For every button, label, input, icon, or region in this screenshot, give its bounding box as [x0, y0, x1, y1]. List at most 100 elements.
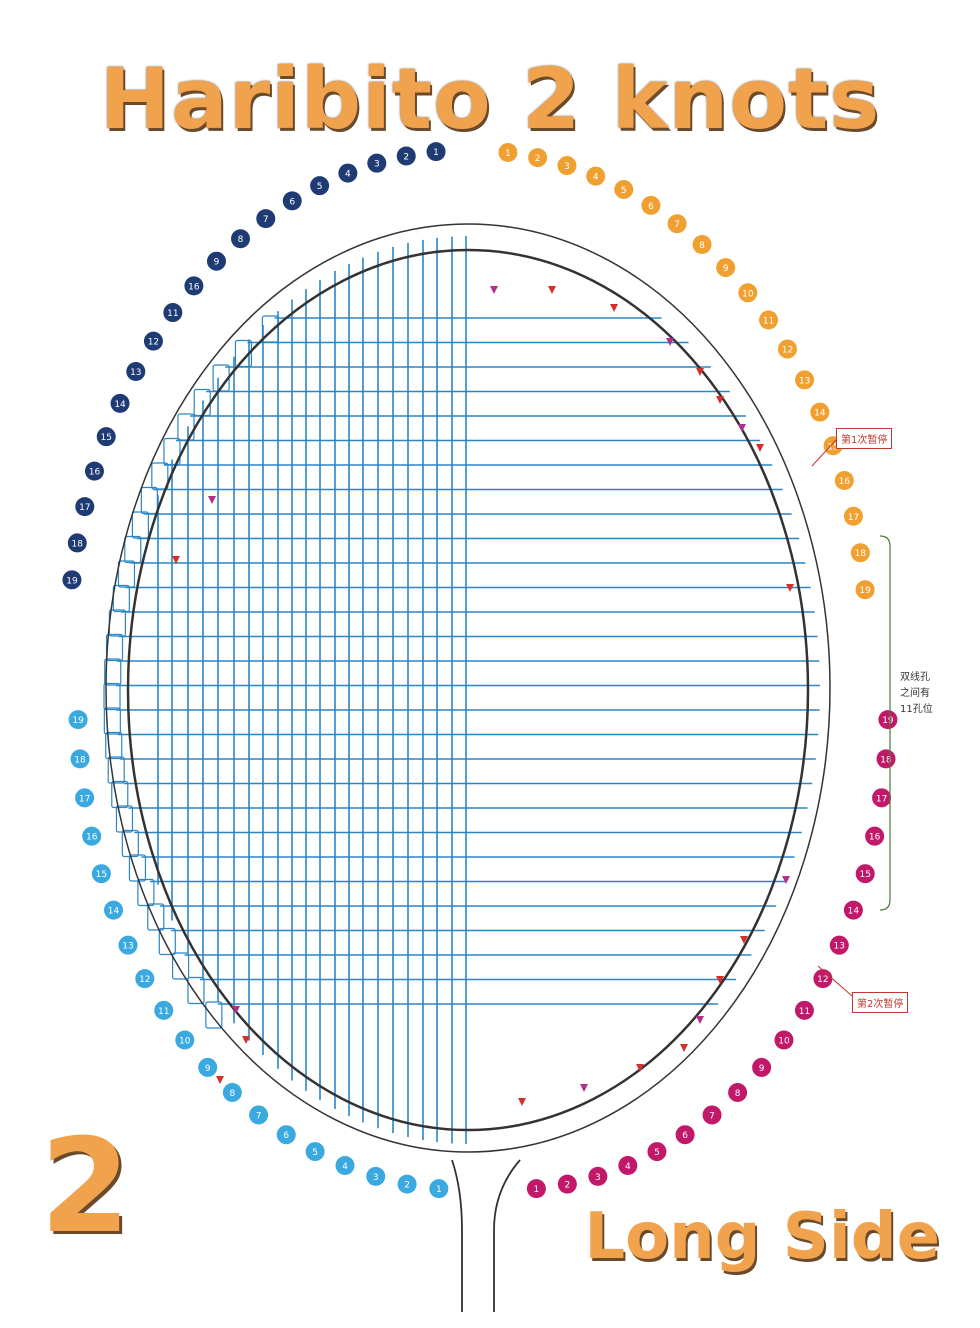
- hole-markers: 1234567891611121314151617181912345678910…: [62, 142, 898, 1199]
- sky-number: 18: [74, 755, 86, 765]
- magenta-number: 12: [817, 975, 828, 985]
- sky-number: 3: [373, 1173, 379, 1183]
- navy-marker: [256, 209, 276, 229]
- frame-loop: [151, 462, 169, 490]
- direction-arrow: [696, 1016, 704, 1024]
- orange-marker: [738, 283, 758, 303]
- magenta-number: 16: [869, 833, 881, 843]
- navy-number: 2: [403, 152, 409, 162]
- sky-marker: [104, 900, 124, 920]
- orange-marker: [855, 580, 875, 600]
- sky-marker: [175, 1030, 195, 1050]
- magenta-number: 1: [534, 1185, 540, 1195]
- orange-number: 15: [827, 442, 838, 452]
- navy-number: 9: [214, 258, 220, 268]
- frame-loop: [107, 756, 125, 784]
- magenta-marker: [855, 864, 875, 884]
- navy-number: 14: [114, 400, 126, 410]
- pause-1-pointer: [811, 439, 837, 467]
- navy-number: 1: [433, 148, 439, 158]
- navy-number: 16: [89, 468, 101, 478]
- magenta-marker: [878, 710, 898, 730]
- navy-marker: [367, 153, 387, 173]
- shaft-right: [493, 1159, 521, 1312]
- frame-loop: [187, 976, 205, 1005]
- orange-number: 2: [535, 154, 541, 164]
- magenta-number: 9: [759, 1064, 765, 1074]
- direction-arrow: [518, 1098, 526, 1106]
- shaft-left: [451, 1159, 463, 1312]
- magenta-marker: [794, 1000, 814, 1020]
- navy-marker: [230, 229, 250, 249]
- magenta-number: 5: [654, 1148, 660, 1158]
- magenta-marker: [675, 1125, 695, 1145]
- navy-number: 4: [345, 170, 351, 180]
- frame-loop: [140, 486, 158, 515]
- sky-number: 5: [312, 1148, 318, 1158]
- navy-number: 12: [148, 338, 159, 348]
- sky-number: 16: [86, 833, 98, 843]
- sky-number: 10: [179, 1036, 191, 1046]
- sky-marker: [82, 826, 102, 846]
- sky-marker: [135, 969, 155, 989]
- navy-marker: [163, 303, 183, 323]
- sky-marker: [305, 1142, 325, 1162]
- direction-arrow: [696, 368, 704, 376]
- navy-number: 18: [72, 539, 84, 549]
- magenta-number: 13: [834, 942, 845, 952]
- frame-loop: [105, 731, 123, 760]
- frame-loop: [105, 633, 124, 662]
- sky-marker: [222, 1082, 242, 1102]
- navy-number: 16: [188, 282, 200, 292]
- orange-number: 8: [699, 241, 705, 251]
- navy-number: 3: [374, 160, 380, 170]
- orange-number: 10: [742, 289, 754, 299]
- sky-marker: [249, 1105, 269, 1125]
- magenta-number: 10: [778, 1036, 790, 1046]
- navy-marker: [84, 461, 104, 481]
- frame-inner: [126, 248, 810, 1132]
- sky-number: 13: [122, 942, 133, 952]
- direction-arrow: [216, 1076, 224, 1084]
- orange-marker: [777, 339, 797, 359]
- direction-arrow: [232, 1006, 240, 1014]
- sky-marker: [70, 749, 90, 769]
- sky-number: 11: [158, 1007, 169, 1017]
- sky-marker: [91, 864, 111, 884]
- direction-arrow: [548, 286, 556, 294]
- orange-marker: [850, 543, 870, 563]
- direction-arrow: [738, 424, 746, 432]
- navy-marker: [310, 176, 330, 196]
- sky-marker: [118, 935, 138, 955]
- orange-number: 3: [564, 162, 570, 172]
- pause-2-label: 第2次暂停: [852, 992, 909, 1013]
- sky-number: 1: [436, 1185, 442, 1195]
- direction-arrow: [242, 1036, 250, 1044]
- navy-number: 5: [317, 182, 323, 192]
- sky-marker: [276, 1125, 296, 1145]
- orange-marker: [759, 310, 779, 330]
- sky-number: 4: [342, 1162, 348, 1172]
- sky-marker: [366, 1166, 386, 1186]
- magenta-number: 14: [848, 907, 860, 917]
- orange-marker: [614, 179, 634, 199]
- sky-marker: [75, 788, 95, 808]
- direction-arrows: [172, 286, 794, 1106]
- sky-marker: [198, 1057, 218, 1077]
- frame-loop: [104, 658, 122, 686]
- sky-number: 17: [79, 794, 90, 804]
- magenta-number: 15: [859, 870, 870, 880]
- orange-number: 14: [814, 409, 826, 419]
- navy-marker: [184, 276, 204, 296]
- frame-loop: [147, 903, 165, 931]
- direction-arrow: [716, 976, 724, 984]
- navy-marker: [206, 251, 226, 271]
- direction-arrow: [580, 1084, 588, 1092]
- sky-number: 7: [256, 1111, 262, 1121]
- frame-loop: [111, 780, 129, 809]
- sky-number: 6: [283, 1131, 289, 1141]
- direction-arrow: [680, 1044, 688, 1052]
- orange-marker: [834, 471, 854, 491]
- magenta-marker: [728, 1082, 748, 1102]
